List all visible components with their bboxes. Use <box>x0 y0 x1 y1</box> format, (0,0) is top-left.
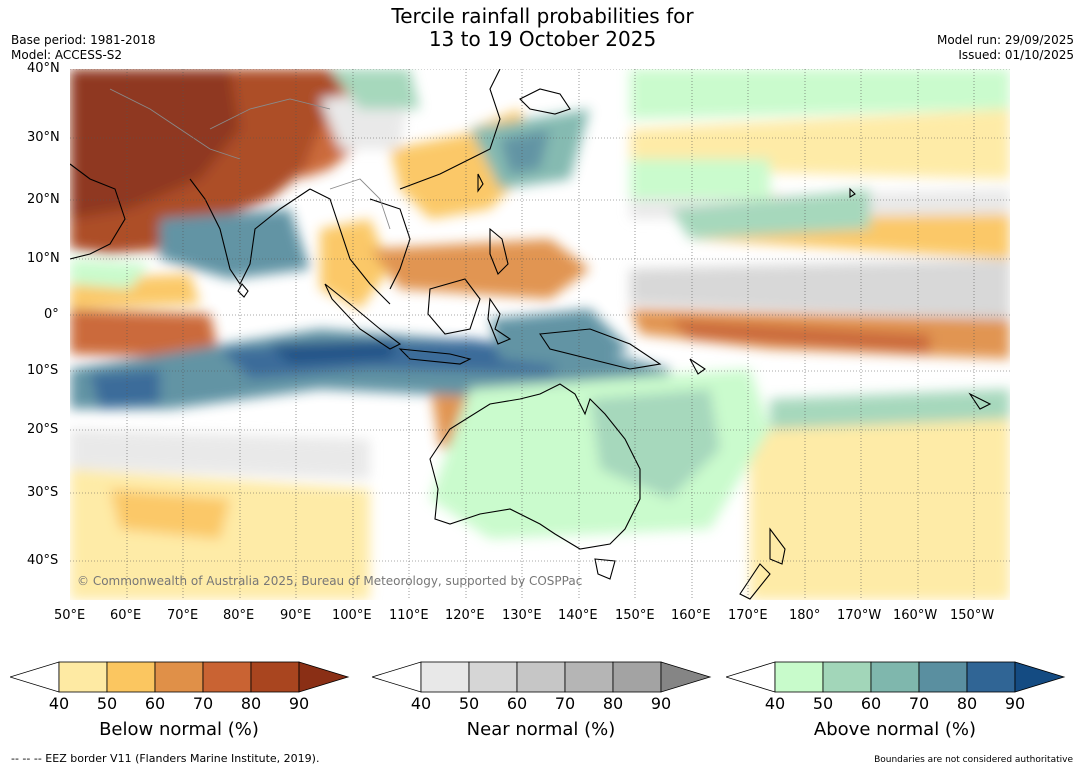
colorbar-segment-70-80 <box>202 661 252 693</box>
below-tick-60: 60 <box>144 694 166 713</box>
lon-label-110e: 110°E <box>389 608 429 623</box>
near-tick-40: 40 <box>410 694 432 713</box>
below-normal-label: Below normal (%) <box>99 719 259 740</box>
lon-label-140e: 140°E <box>558 608 598 623</box>
map-title-line1: Tercile rainfall probabilities for <box>391 4 694 28</box>
colorbar-segment-80-90 <box>250 661 300 693</box>
colorbar-below-normal <box>10 661 350 693</box>
colorbar-segment-60-70 <box>516 661 566 693</box>
below-tick-90: 90 <box>288 694 310 713</box>
lat-label-40n: 40°N <box>27 61 60 76</box>
lon-label-120e: 120°E <box>445 608 485 623</box>
lon-label-150w: 150°W <box>950 608 995 623</box>
above-tick-90: 90 <box>1004 694 1026 713</box>
colorbar-lower-extension <box>726 661 776 693</box>
lon-label-70e: 70°E <box>167 608 199 623</box>
above-tick-40: 40 <box>764 694 786 713</box>
above-tick-60: 60 <box>860 694 882 713</box>
base-period: Base period: 1981-2018 <box>11 33 156 47</box>
colorbar-above-normal <box>726 661 1066 693</box>
above-normal-label: Above normal (%) <box>813 719 977 740</box>
colorbar-segment-70-80 <box>918 661 968 693</box>
near-tick-60: 60 <box>506 694 528 713</box>
lat-label-10s: 10°S <box>27 363 59 378</box>
map-title-line2: 13 to 19 October 2025 <box>428 27 657 51</box>
lat-label-20n: 20°N <box>27 192 60 207</box>
lon-label-50e: 50°E <box>54 608 86 623</box>
colorbar-upper-extension <box>1014 661 1066 693</box>
lat-label-0: 0° <box>44 307 59 322</box>
graticule <box>70 69 1010 600</box>
lon-label-150e: 150°E <box>615 608 655 623</box>
model-name: Model: ACCESS-S2 <box>11 48 123 62</box>
model-run: Model run: 29/09/2025 <box>936 33 1074 47</box>
lon-label-170w: 170°W <box>837 608 882 623</box>
country-borders <box>109 88 391 230</box>
colorbar-segment-50-60 <box>106 661 156 693</box>
colorbar-segment-40-50 <box>420 661 470 693</box>
colorbar-segment-40-50 <box>58 661 108 693</box>
above-tick-80: 80 <box>956 694 978 713</box>
eez-border-note: -- -- -- EEZ border V11 (Flanders Marine… <box>11 752 320 765</box>
below-tick-50: 50 <box>96 694 118 713</box>
lon-label-100e: 100°E <box>332 608 372 623</box>
probability-field <box>70 69 1010 600</box>
colorbar-segment-80-90 <box>612 661 662 693</box>
lat-label-20s: 20°S <box>27 422 59 437</box>
near-tick-70: 70 <box>554 694 576 713</box>
below-tick-40: 40 <box>48 694 70 713</box>
colorbar-segment-70-80 <box>564 661 614 693</box>
colorbar-near-normal <box>372 661 712 693</box>
copyright-text: © Commonwealth of Australia 2025, Bureau… <box>77 574 582 588</box>
colorbar-lower-extension <box>372 661 422 693</box>
colorbar-segment-60-70 <box>870 661 920 693</box>
colorbar-lower-extension <box>10 661 60 693</box>
near-tick-50: 50 <box>458 694 480 713</box>
below-tick-70: 70 <box>192 694 214 713</box>
lon-label-130e: 130°E <box>502 608 542 623</box>
below-tick-80: 80 <box>240 694 262 713</box>
coastlines <box>70 69 992 600</box>
lat-label-40s: 40°S <box>27 553 59 568</box>
boundaries-disclaimer: Boundaries are not considered authoritat… <box>874 755 1073 765</box>
lon-label-60e: 60°E <box>110 608 142 623</box>
near-tick-90: 90 <box>650 694 672 713</box>
above-tick-70: 70 <box>908 694 930 713</box>
lon-label-180: 180° <box>789 608 821 623</box>
probability-map: © Commonwealth of Australia 2025, Bureau… <box>70 69 1010 600</box>
colorbar-segment-80-90 <box>966 661 1016 693</box>
lat-label-10n: 10°N <box>27 251 60 266</box>
lat-label-30n: 30°N <box>27 130 60 145</box>
lon-label-170e: 170°E <box>728 608 768 623</box>
above-tick-50: 50 <box>812 694 834 713</box>
colorbar-upper-extension <box>298 661 350 693</box>
lon-label-80e: 80°E <box>223 608 255 623</box>
colorbar-upper-extension <box>660 661 712 693</box>
lat-label-30s: 30°S <box>27 485 59 500</box>
lon-label-90e: 90°E <box>280 608 312 623</box>
issued-date: Issued: 01/10/2025 <box>958 48 1074 62</box>
colorbar-segment-60-70 <box>154 661 204 693</box>
lon-label-160e: 160°E <box>671 608 711 623</box>
colorbar-segment-40-50 <box>774 661 824 693</box>
lon-label-160w: 160°W <box>893 608 938 623</box>
colorbar-segment-50-60 <box>468 661 518 693</box>
colorbar-segment-50-60 <box>822 661 872 693</box>
near-tick-80: 80 <box>602 694 624 713</box>
near-normal-label: Near normal (%) <box>466 719 616 740</box>
